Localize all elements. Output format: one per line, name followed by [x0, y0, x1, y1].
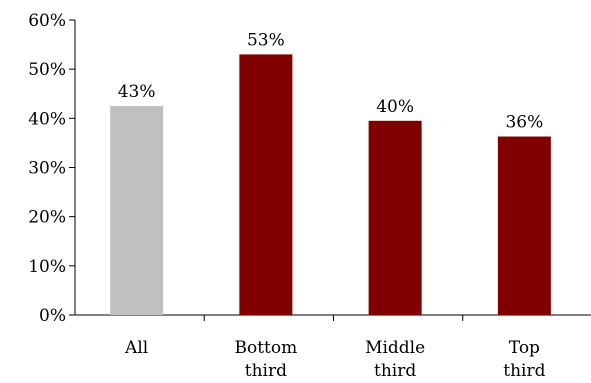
y-tick-label: 20%: [28, 208, 66, 228]
y-tick-label: 0%: [39, 306, 66, 326]
data-label: 53%: [247, 30, 285, 50]
y-tick-label: 40%: [28, 109, 66, 129]
data-label: 36%: [505, 113, 543, 133]
bar: [497, 136, 551, 315]
data-label: 43%: [118, 82, 156, 102]
x-category-label: Bottom: [235, 338, 298, 358]
bar: [110, 106, 164, 316]
x-category-label: Middle: [365, 338, 425, 358]
y-tick-label: 60%: [28, 11, 66, 31]
x-category-label: Top: [509, 338, 540, 358]
x-category-label: third: [503, 361, 545, 381]
x-axis-labels: All Bottom third Middle third Top third: [124, 338, 546, 381]
x-category-label: All: [124, 338, 148, 358]
chart-bars: [110, 54, 551, 316]
y-tick-label: 10%: [28, 257, 66, 277]
y-tick-label: 50%: [28, 60, 66, 80]
bar: [368, 120, 422, 316]
bar: [239, 54, 293, 316]
y-axis-ticks: 0% 10% 20% 30% 40% 50% 60%: [28, 11, 75, 326]
x-category-label: third: [374, 361, 416, 381]
data-label: 40%: [376, 97, 414, 117]
x-category-label: third: [245, 361, 287, 381]
y-tick-label: 30%: [28, 159, 66, 179]
data-labels: 43% 53% 40% 36%: [118, 30, 544, 132]
